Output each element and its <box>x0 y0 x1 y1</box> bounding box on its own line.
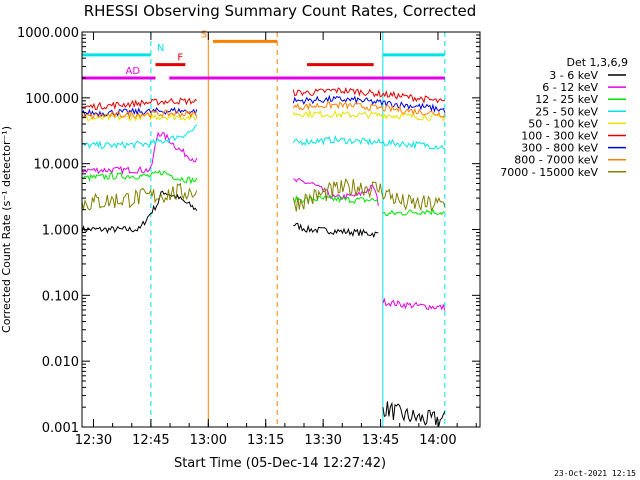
x-tick-label-0: 12:30 <box>75 433 112 448</box>
plot-frame <box>81 31 481 428</box>
y-tick-label-6: 0.001 <box>42 421 79 436</box>
series-line-5-0 <box>81 97 198 111</box>
y-tick-label-3: 1.000 <box>42 224 79 239</box>
legend-label-8: 7000 - 15000 keV <box>500 166 598 179</box>
x-tick-label-2: 13:00 <box>190 433 227 448</box>
series-line-2-0 <box>81 169 198 185</box>
flag-label-0: N <box>157 43 164 54</box>
legend-label-7: 800 - 7000 keV <box>514 154 598 167</box>
series-line-0-1 <box>293 223 379 239</box>
x-tick-label-6: 14:00 <box>419 433 456 448</box>
legend-label-5: 100 - 300 keV <box>521 130 598 143</box>
plot-area: N F S AD 12:30 12:45 13:00 13:15 13:30 13:45 14:00… <box>17 26 481 448</box>
series-line-3-0 <box>81 124 198 150</box>
legend-label-2: 12 - 25 keV <box>535 93 598 106</box>
series-line-2-2 <box>382 207 445 217</box>
flag-label-1: F <box>177 53 183 64</box>
series-line-7-1 <box>292 101 446 118</box>
x-axis-label: Start Time (05-Dec-14 12:27:42) <box>174 456 386 471</box>
y-tick-label-1: 100.000 <box>25 92 79 107</box>
x-tick-label-1: 12:45 <box>132 433 169 448</box>
chart-title: RHESSI Observing Summary Count Rates, Co… <box>84 2 477 20</box>
legend-header: Det 1,3,6,9 <box>566 56 628 69</box>
y-tick-label-5: 0.010 <box>42 355 79 370</box>
series-line-4-0 <box>81 112 198 122</box>
x-tick-label-5: 13:45 <box>362 433 399 448</box>
legend-label-3: 25 - 50 keV <box>535 105 598 118</box>
series-line-7-0 <box>81 109 198 120</box>
series-line-1-2 <box>382 297 446 311</box>
legend-label-6: 300 - 800 keV <box>521 142 598 155</box>
flag-label-2: S <box>201 29 207 40</box>
series-line-0-0 <box>81 190 198 234</box>
series-line-5-1 <box>292 87 445 104</box>
legend-label-0: 3 - 6 keV <box>549 69 598 82</box>
series-line-4-1 <box>292 109 446 122</box>
series-line-3-1 <box>292 135 445 150</box>
timestamp: 23-Oct-2021 12:15 <box>554 469 636 478</box>
series-line-8-1 <box>292 177 446 212</box>
x-tick-label-3: 13:15 <box>247 433 284 448</box>
y-tick-label-4: 0.100 <box>42 289 79 304</box>
legend-label-1: 6 - 12 keV <box>542 81 598 94</box>
legend-label-4: 50 - 100 keV <box>528 117 598 130</box>
series-line-1-0 <box>81 131 198 176</box>
series-line-0-2 <box>382 401 446 427</box>
series-line-8-0 <box>81 182 198 211</box>
series-line-2-1 <box>292 194 379 206</box>
y-tick-label-2: 10.000 <box>34 158 80 173</box>
y-axis-label: Corrected Count Rate (s⁻¹ detector⁻¹) <box>0 126 13 333</box>
y-tick-label-0: 1000.000 <box>17 26 79 41</box>
x-tick-label-4: 13:30 <box>304 433 341 448</box>
series-line-6-1 <box>292 94 446 113</box>
flag-label-3: AD <box>125 66 140 77</box>
